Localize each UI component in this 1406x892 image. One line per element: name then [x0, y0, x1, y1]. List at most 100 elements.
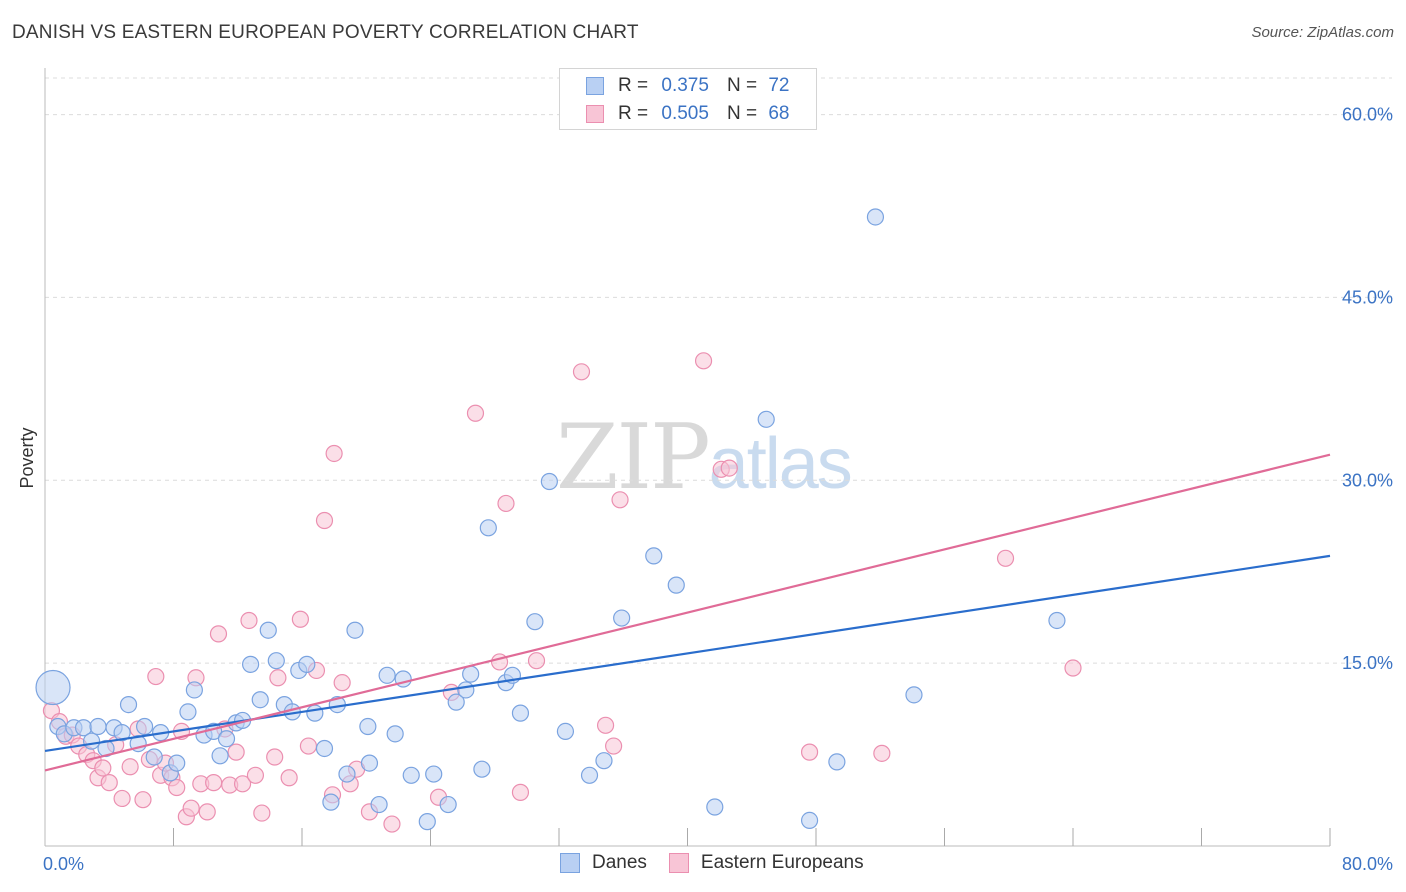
danes-point: [447, 693, 465, 711]
danes-point: [370, 795, 388, 814]
danes-point: [168, 754, 186, 772]
danes-point: [418, 813, 436, 831]
legend-item-eastern-europeans[interactable]: Eastern Europeans: [668, 852, 864, 874]
danes-swatch: [586, 77, 604, 95]
x-tick-label: 0.0%: [43, 854, 84, 874]
series-legend: Danes Eastern Europeans: [560, 852, 886, 874]
danes-point: [113, 724, 131, 742]
eastern-europeans-point: [605, 737, 623, 755]
danes-point: [346, 621, 364, 639]
danes-point: [378, 666, 396, 684]
danes-point: [667, 576, 685, 594]
eastern-europeans-point: [100, 774, 118, 792]
danes-trend-line: [44, 554, 1331, 753]
danes-point: [757, 410, 775, 428]
danes-point: [259, 621, 277, 639]
danes-point: [457, 681, 475, 699]
eastern-europeans-point: [209, 625, 228, 643]
eastern-europeans-point: [291, 610, 309, 628]
eastern-europeans-point: [233, 775, 252, 793]
eastern-europeans-point: [333, 674, 351, 692]
danes-point: [580, 766, 599, 784]
danes-point: [185, 681, 203, 699]
grid-lines: [45, 77, 1392, 664]
danes-point: [135, 717, 154, 736]
legend-n-label: N =: [726, 75, 758, 96]
danes-point: [462, 665, 480, 683]
eastern-europeans-point: [280, 769, 298, 787]
eastern-europeans-point: [227, 743, 245, 761]
legend-row-danes: R = 0.375 N = 72: [586, 74, 789, 98]
danes-point: [322, 793, 340, 811]
danes-point: [613, 609, 631, 627]
eastern-europeans-point: [466, 404, 485, 422]
watermark: ZIPatlas: [556, 405, 853, 510]
legend-n-label: N =: [726, 103, 758, 124]
danes-point: [473, 760, 491, 778]
danes-point: [119, 695, 138, 714]
legend-r-label: R =: [618, 103, 649, 124]
y-tick-label: 30.0%: [1342, 470, 1393, 490]
y-tick-label: 45.0%: [1342, 287, 1393, 307]
legend-item-label: Eastern Europeans: [700, 852, 864, 873]
eastern-europeans-point: [113, 789, 131, 808]
danes-point: [267, 652, 285, 670]
watermark-zip: ZIP: [556, 405, 711, 510]
eastern-europeans-point: [527, 652, 546, 670]
y-tick-label: 60.0%: [1342, 105, 1393, 125]
legend-item-danes[interactable]: Danes: [560, 852, 647, 874]
eastern-europeans-point: [325, 444, 343, 463]
chart-title: DANISH VS EASTERN EUROPEAN POVERTY CORRE…: [12, 22, 639, 43]
eastern-europeans-point: [266, 748, 284, 766]
eastern-europeans-swatch: [668, 853, 689, 873]
eastern-europeans-point: [299, 737, 318, 755]
eastern-europeans-point: [168, 778, 186, 797]
eastern-europeans-trend-line: [44, 453, 1331, 772]
eastern-europeans-point: [253, 804, 271, 822]
legend-item-label: Danes: [592, 852, 647, 873]
danes-point: [360, 754, 379, 772]
danes-point: [828, 753, 846, 771]
eastern-europeans-point: [94, 759, 112, 777]
eastern-europeans-point: [315, 511, 334, 530]
danes-point: [386, 725, 404, 743]
danes-swatch: [560, 853, 580, 873]
danes-point: [511, 704, 530, 722]
eastern-europeans-point: [269, 669, 287, 687]
eastern-europeans-point: [383, 815, 401, 833]
eastern-europeans-point: [147, 667, 165, 686]
danes-point: [706, 798, 724, 816]
danes-point: [556, 722, 575, 741]
eastern-europeans-point: [121, 758, 139, 776]
danes-point: [905, 686, 923, 704]
correlation-legend: R = 0.375 N = 72 R = 0.505 N = 68: [559, 68, 817, 130]
danes-point: [211, 747, 229, 765]
danes-point: [35, 669, 71, 706]
legend-r-value: 0.505: [661, 103, 709, 124]
danes-point: [800, 811, 819, 830]
legend-row-eastern-europeans: R = 0.505 N = 68: [586, 102, 789, 126]
danes-point: [315, 739, 334, 758]
danes-point: [359, 717, 377, 736]
eastern-europeans-point: [694, 352, 713, 370]
danes-point: [402, 766, 420, 784]
danes-point: [338, 765, 356, 783]
eastern-europeans-point: [1064, 659, 1082, 677]
eastern-europeans-point: [182, 799, 200, 817]
eastern-europeans-point: [511, 783, 530, 801]
eastern-europeans-point: [198, 803, 216, 821]
eastern-europeans-point: [240, 611, 258, 630]
eastern-europeans-point: [996, 549, 1015, 567]
eastern-europeans-point: [611, 491, 629, 509]
eastern-europeans-point: [800, 743, 819, 761]
danes-point: [179, 703, 197, 721]
danes-point: [242, 655, 260, 673]
danes-point: [145, 748, 163, 766]
eastern-europeans-point: [572, 363, 591, 381]
danes-point: [82, 732, 101, 750]
danes-point: [89, 717, 107, 736]
danes-point: [298, 655, 316, 673]
eastern-europeans-swatch: [586, 105, 604, 123]
danes-point: [479, 519, 497, 537]
